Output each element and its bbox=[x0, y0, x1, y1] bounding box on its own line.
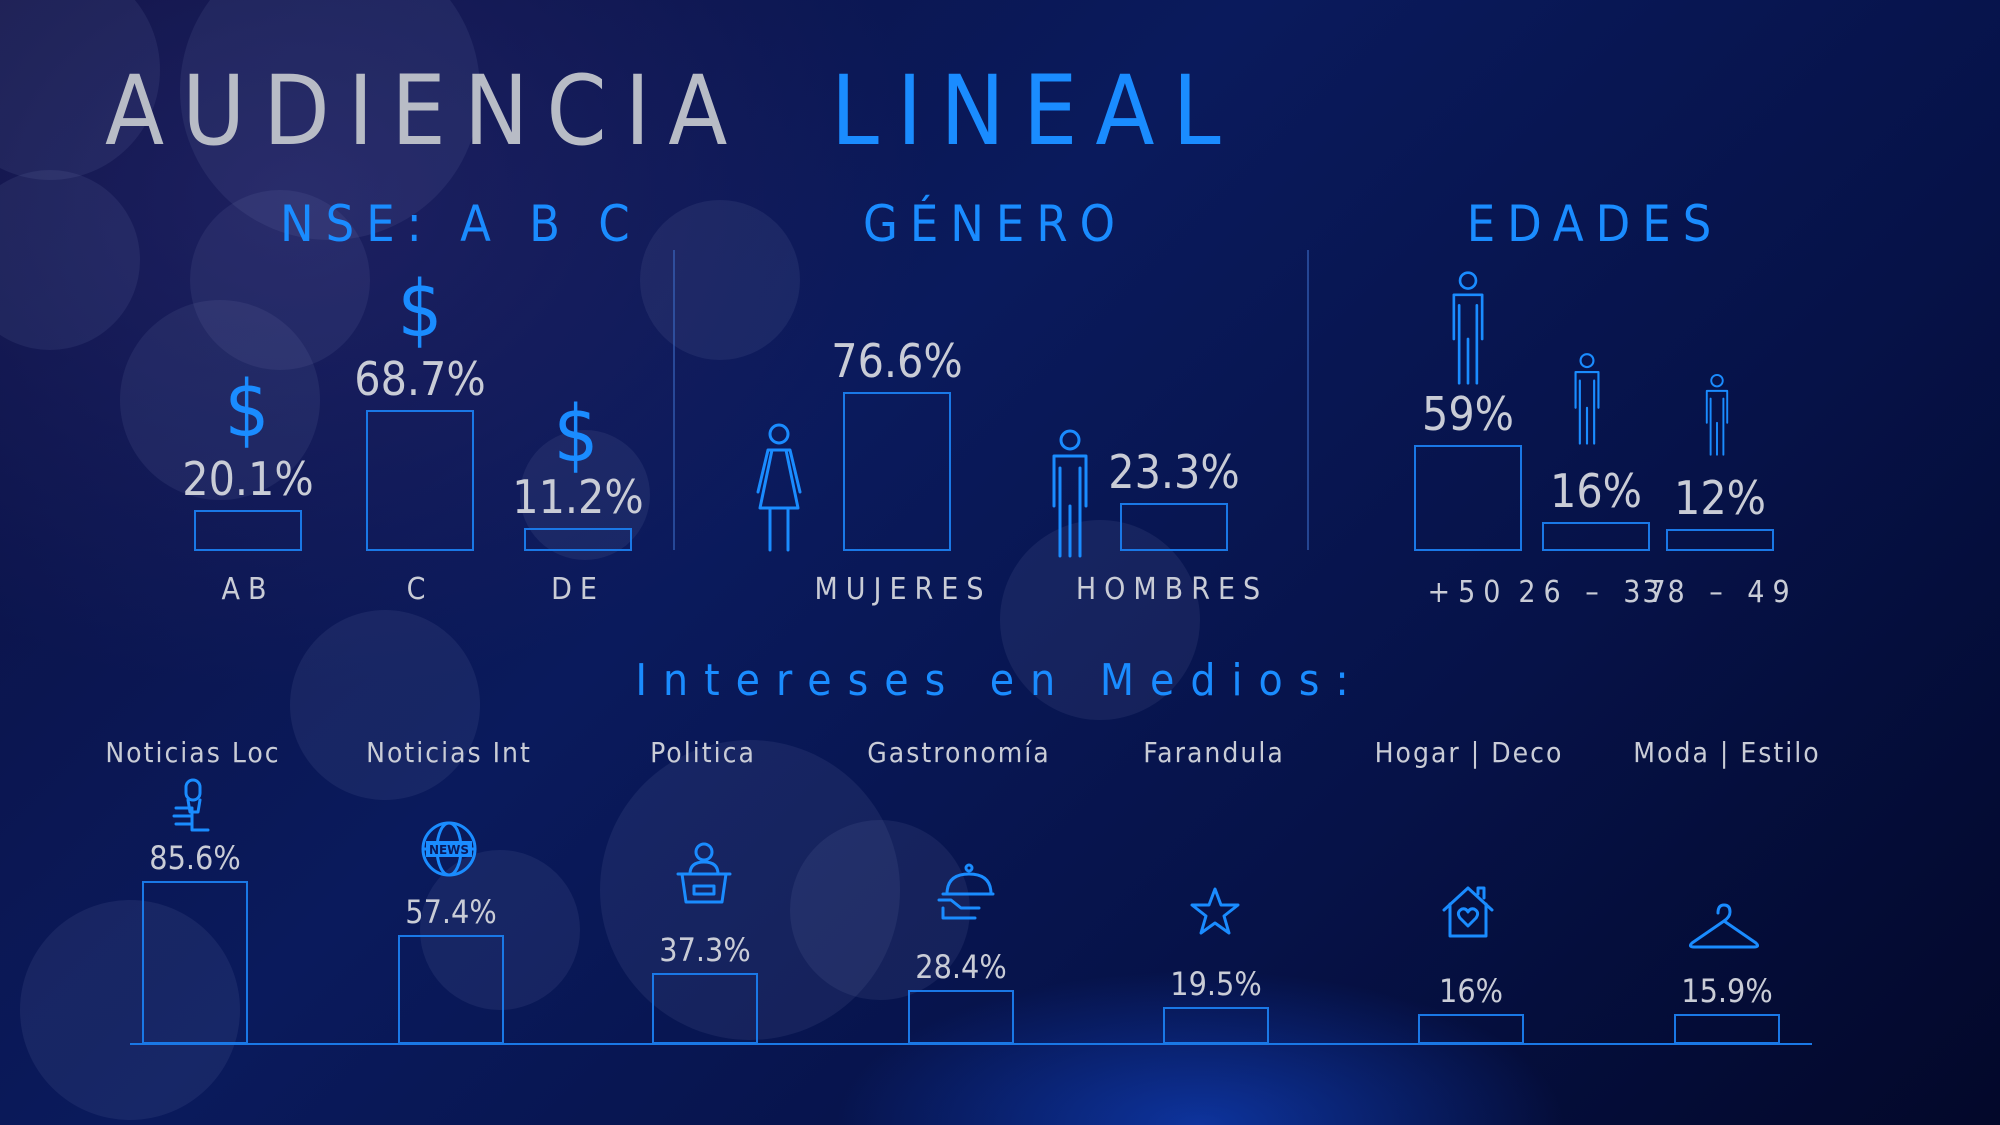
nse-label-c: C bbox=[406, 572, 434, 607]
woman-icon bbox=[756, 423, 802, 552]
nse-value-ab: 20.1% bbox=[182, 451, 314, 506]
intereses-bar-farandula bbox=[1163, 1006, 1269, 1044]
star-icon bbox=[1190, 887, 1240, 935]
edades-label-50: +50 bbox=[1427, 575, 1509, 610]
nse-bar-de bbox=[524, 528, 632, 551]
intereses-value-farandula: 19.5% bbox=[1170, 964, 1262, 1003]
page-title: AUDIENCIA LINEAL bbox=[105, 55, 1239, 167]
edades-bar-50 bbox=[1414, 444, 1522, 551]
genero-bar-mujeres bbox=[843, 392, 951, 551]
edades-bar-38-49 bbox=[1666, 529, 1774, 551]
genero-label-hombres: HOMBRES bbox=[1075, 572, 1269, 607]
title-part-2: LINEAL bbox=[830, 55, 1239, 167]
intereses-label-farandula: Farandula bbox=[1143, 736, 1285, 769]
intereses-bar-gastronom-a bbox=[908, 990, 1014, 1044]
intereses-bar-moda-estilo bbox=[1674, 1013, 1780, 1044]
intereses-value-politica: 37.3% bbox=[659, 931, 751, 970]
intereses-value-hogar-deco: 16% bbox=[1439, 971, 1503, 1010]
person-icon-38-49 bbox=[1705, 373, 1729, 456]
podium-speaker-icon bbox=[676, 842, 732, 904]
dollar-icon-de: $ bbox=[553, 390, 599, 480]
house-heart-icon bbox=[1442, 886, 1494, 938]
genero-bar-hombres bbox=[1120, 502, 1228, 551]
cloche-icon bbox=[937, 863, 995, 920]
edades-bar-26-37 bbox=[1542, 522, 1650, 551]
divider-1 bbox=[673, 250, 675, 550]
title-part-1: AUDIENCIA bbox=[105, 55, 746, 167]
section-title-genero: GÉNERO bbox=[863, 195, 1127, 253]
intereses-label-moda-estilo: Moda | Estilo bbox=[1633, 736, 1821, 769]
intereses-value-noticias-int: 57.4% bbox=[405, 892, 497, 931]
hanger-icon bbox=[1688, 903, 1760, 949]
nse-value-c: 68.7% bbox=[354, 352, 486, 407]
intereses-bar-hogar-deco bbox=[1418, 1013, 1524, 1044]
intereses-bar-politica bbox=[652, 973, 758, 1044]
nse-bar-c bbox=[366, 410, 474, 551]
intereses-value-noticias-loc: 85.6% bbox=[149, 839, 241, 878]
intereses-title: Intereses en Medios: bbox=[635, 655, 1365, 706]
intereses-bar-noticias-int bbox=[398, 934, 504, 1044]
section-title-edades: EDADES bbox=[1466, 195, 1724, 253]
intereses-label-noticias-loc: Noticias Loc bbox=[105, 736, 281, 769]
intereses-baseline bbox=[130, 1043, 1812, 1045]
genero-label-mujeres: MUJERES bbox=[814, 572, 992, 607]
intereses-label-hogar-deco: Hogar | Deco bbox=[1374, 736, 1564, 769]
edades-label-26-37: 26 – 37 bbox=[1518, 575, 1674, 610]
person-icon-26-37 bbox=[1574, 353, 1600, 445]
man-icon bbox=[1052, 429, 1088, 558]
nse-value-de: 11.2% bbox=[512, 470, 644, 525]
intereses-value-gastronom-a: 28.4% bbox=[915, 948, 1007, 987]
edades-label-38-49: 38 – 49 bbox=[1642, 575, 1798, 610]
nse-label-de: DE bbox=[551, 572, 605, 607]
svg-text:NEWS: NEWS bbox=[429, 843, 469, 857]
person-icon-50 bbox=[1452, 271, 1484, 385]
dollar-icon-ab: $ bbox=[224, 365, 270, 455]
genero-value-hombres: 23.3% bbox=[1108, 444, 1240, 499]
nse-label-ab: AB bbox=[221, 572, 275, 607]
edades-value-26-37: 16% bbox=[1550, 464, 1642, 519]
edades-value-50: 59% bbox=[1422, 386, 1514, 441]
intereses-label-noticias-int: Noticias Int bbox=[366, 736, 532, 769]
divider-2 bbox=[1307, 250, 1309, 550]
dollar-icon-c: $ bbox=[397, 265, 443, 355]
intereses-label-politica: Politica bbox=[650, 736, 756, 769]
intereses-value-moda-estilo: 15.9% bbox=[1681, 971, 1773, 1010]
microphone-hand-icon bbox=[172, 778, 210, 832]
intereses-bar-noticias-loc bbox=[142, 881, 248, 1044]
edades-value-38-49: 12% bbox=[1674, 471, 1766, 526]
news-globe-icon: NEWS bbox=[421, 821, 477, 877]
section-title-nse: NSE: A B C bbox=[280, 195, 642, 253]
nse-bar-ab bbox=[194, 509, 302, 551]
genero-value-mujeres: 76.6% bbox=[831, 334, 963, 389]
intereses-label-gastronom-a: Gastronomía bbox=[867, 736, 1051, 769]
